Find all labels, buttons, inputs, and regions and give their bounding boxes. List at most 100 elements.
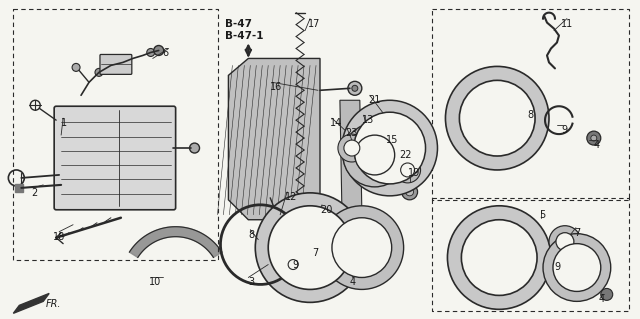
Polygon shape: [13, 293, 49, 313]
Text: 9: 9: [554, 262, 560, 271]
Circle shape: [342, 100, 438, 196]
Circle shape: [288, 260, 298, 270]
Circle shape: [352, 85, 358, 91]
Text: 4: 4: [594, 140, 600, 150]
Circle shape: [119, 58, 127, 66]
FancyBboxPatch shape: [54, 106, 175, 210]
Circle shape: [543, 234, 611, 301]
Text: FR.: FR.: [46, 300, 61, 309]
Circle shape: [255, 193, 365, 302]
Circle shape: [447, 206, 551, 309]
Text: 20: 20: [320, 205, 332, 215]
Circle shape: [320, 206, 404, 289]
Text: 9: 9: [292, 260, 298, 270]
Text: 2: 2: [31, 188, 38, 198]
Text: B-47: B-47: [225, 19, 252, 29]
Circle shape: [346, 170, 356, 180]
Circle shape: [332, 218, 392, 278]
Circle shape: [295, 193, 309, 207]
FancyBboxPatch shape: [100, 55, 132, 74]
Text: 5: 5: [539, 210, 545, 220]
Circle shape: [295, 73, 309, 87]
Circle shape: [406, 188, 413, 196]
Circle shape: [479, 238, 519, 278]
Text: 18: 18: [53, 232, 65, 242]
Text: 9: 9: [561, 125, 567, 135]
Circle shape: [298, 76, 306, 84]
Text: 22: 22: [399, 150, 412, 160]
Text: 4: 4: [599, 294, 605, 304]
Circle shape: [492, 249, 507, 265]
Circle shape: [365, 145, 385, 165]
Text: 13: 13: [362, 115, 374, 125]
Text: 8: 8: [527, 110, 533, 120]
Text: 10: 10: [148, 278, 161, 287]
Circle shape: [567, 257, 587, 278]
Circle shape: [401, 163, 415, 177]
Polygon shape: [228, 58, 320, 220]
Circle shape: [573, 263, 581, 271]
Circle shape: [95, 68, 103, 76]
Text: 11: 11: [561, 19, 573, 29]
Circle shape: [343, 123, 406, 187]
Polygon shape: [340, 100, 362, 210]
Circle shape: [601, 288, 612, 300]
Circle shape: [236, 76, 244, 84]
Circle shape: [370, 128, 410, 168]
Text: 4: 4: [350, 278, 356, 287]
Circle shape: [268, 136, 275, 144]
Circle shape: [556, 233, 574, 251]
Text: 3: 3: [248, 278, 255, 287]
Text: B-47-1: B-47-1: [225, 31, 264, 41]
Circle shape: [285, 223, 335, 272]
Circle shape: [315, 220, 325, 230]
Circle shape: [460, 80, 535, 156]
Polygon shape: [15, 184, 23, 192]
Polygon shape: [129, 227, 222, 257]
Text: 23: 23: [345, 128, 357, 138]
Circle shape: [189, 143, 200, 153]
Text: 19: 19: [408, 168, 420, 178]
Circle shape: [264, 133, 278, 147]
Circle shape: [380, 138, 399, 158]
Circle shape: [234, 193, 247, 207]
Circle shape: [346, 113, 356, 123]
Text: 14: 14: [330, 118, 342, 128]
Circle shape: [402, 184, 417, 200]
Circle shape: [445, 66, 549, 170]
Circle shape: [236, 196, 244, 204]
Circle shape: [234, 73, 247, 87]
Circle shape: [343, 271, 357, 285]
Circle shape: [356, 241, 368, 254]
Circle shape: [350, 236, 374, 260]
Text: 7: 7: [574, 228, 580, 238]
Text: 15: 15: [386, 135, 398, 145]
Circle shape: [72, 63, 80, 71]
Circle shape: [476, 96, 519, 140]
Circle shape: [553, 244, 601, 292]
Circle shape: [354, 112, 426, 184]
Circle shape: [591, 135, 596, 141]
Circle shape: [284, 256, 302, 273]
Text: 8: 8: [248, 230, 255, 240]
Circle shape: [587, 131, 601, 145]
Text: 7: 7: [312, 248, 318, 258]
Circle shape: [346, 190, 356, 200]
Circle shape: [487, 108, 507, 128]
Circle shape: [461, 220, 537, 295]
Text: 17: 17: [308, 19, 321, 29]
Text: 12: 12: [285, 192, 298, 202]
Circle shape: [346, 140, 356, 150]
Circle shape: [549, 226, 581, 257]
Circle shape: [298, 196, 306, 204]
Circle shape: [300, 238, 320, 257]
Circle shape: [338, 134, 366, 162]
Circle shape: [348, 81, 362, 95]
Circle shape: [147, 48, 155, 56]
Circle shape: [395, 157, 420, 183]
Text: 1: 1: [61, 118, 67, 128]
Circle shape: [268, 206, 352, 289]
Circle shape: [154, 46, 164, 56]
Circle shape: [344, 140, 360, 156]
Text: 16: 16: [270, 82, 282, 92]
